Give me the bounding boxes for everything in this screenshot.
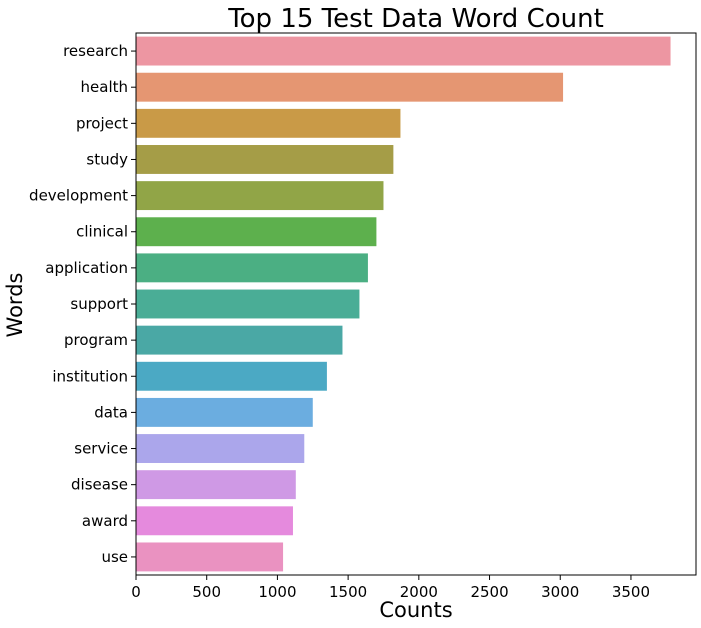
bar-health (136, 72, 564, 102)
bar-research (136, 36, 671, 66)
x-tick-label: 3000 (541, 583, 579, 601)
x-tick-label: 2500 (470, 583, 508, 601)
y-tick-label: development (29, 187, 128, 205)
y-tick-label: use (101, 548, 128, 566)
bar-development (136, 181, 384, 211)
y-tick-label: institution (52, 367, 128, 385)
x-axis-title: Counts (379, 598, 452, 622)
bar-use (136, 542, 284, 572)
x-tick-label: 3500 (612, 583, 650, 601)
chart-title: Top 15 Test Data Word Count (227, 4, 604, 34)
y-tick-label: award (82, 512, 128, 530)
bar-application (136, 253, 368, 283)
bar-institution (136, 361, 327, 391)
x-tick-label: 1500 (329, 583, 367, 601)
x-ticks-group: 0 500 1000 1500 2000 2500 3000 3500 (131, 575, 650, 601)
y-axis-title: Words (3, 273, 27, 338)
bar-program (136, 325, 343, 355)
y-ticks-group: research health project study development cli… (29, 42, 136, 566)
y-tick-label: application (45, 259, 128, 277)
bar-award (136, 506, 293, 536)
y-tick-label: health (81, 78, 128, 96)
y-tick-label: research (63, 42, 128, 60)
y-tick-label: data (94, 403, 128, 421)
bar-disease (136, 470, 296, 500)
bars-group (136, 36, 671, 572)
x-tick-label: 0 (131, 583, 141, 601)
plot-frame (135, 32, 697, 576)
y-tick-label: project (76, 114, 128, 132)
x-tick-label: 1000 (258, 583, 296, 601)
y-tick-label: clinical (76, 223, 128, 241)
y-tick-label: support (70, 295, 128, 313)
bar-project (136, 108, 401, 138)
bar-service (136, 434, 305, 463)
y-tick-label: program (64, 331, 128, 349)
y-tick-label: service (74, 440, 128, 458)
x-tick-label: 500 (192, 583, 221, 601)
bar-study (136, 145, 394, 174)
x-tick-label: 2000 (400, 583, 438, 601)
y-tick-label: study (86, 150, 128, 168)
y-tick-label: disease (71, 476, 128, 494)
bar-support (136, 289, 360, 319)
bar-data (136, 397, 313, 427)
bar-clinical (136, 217, 377, 247)
